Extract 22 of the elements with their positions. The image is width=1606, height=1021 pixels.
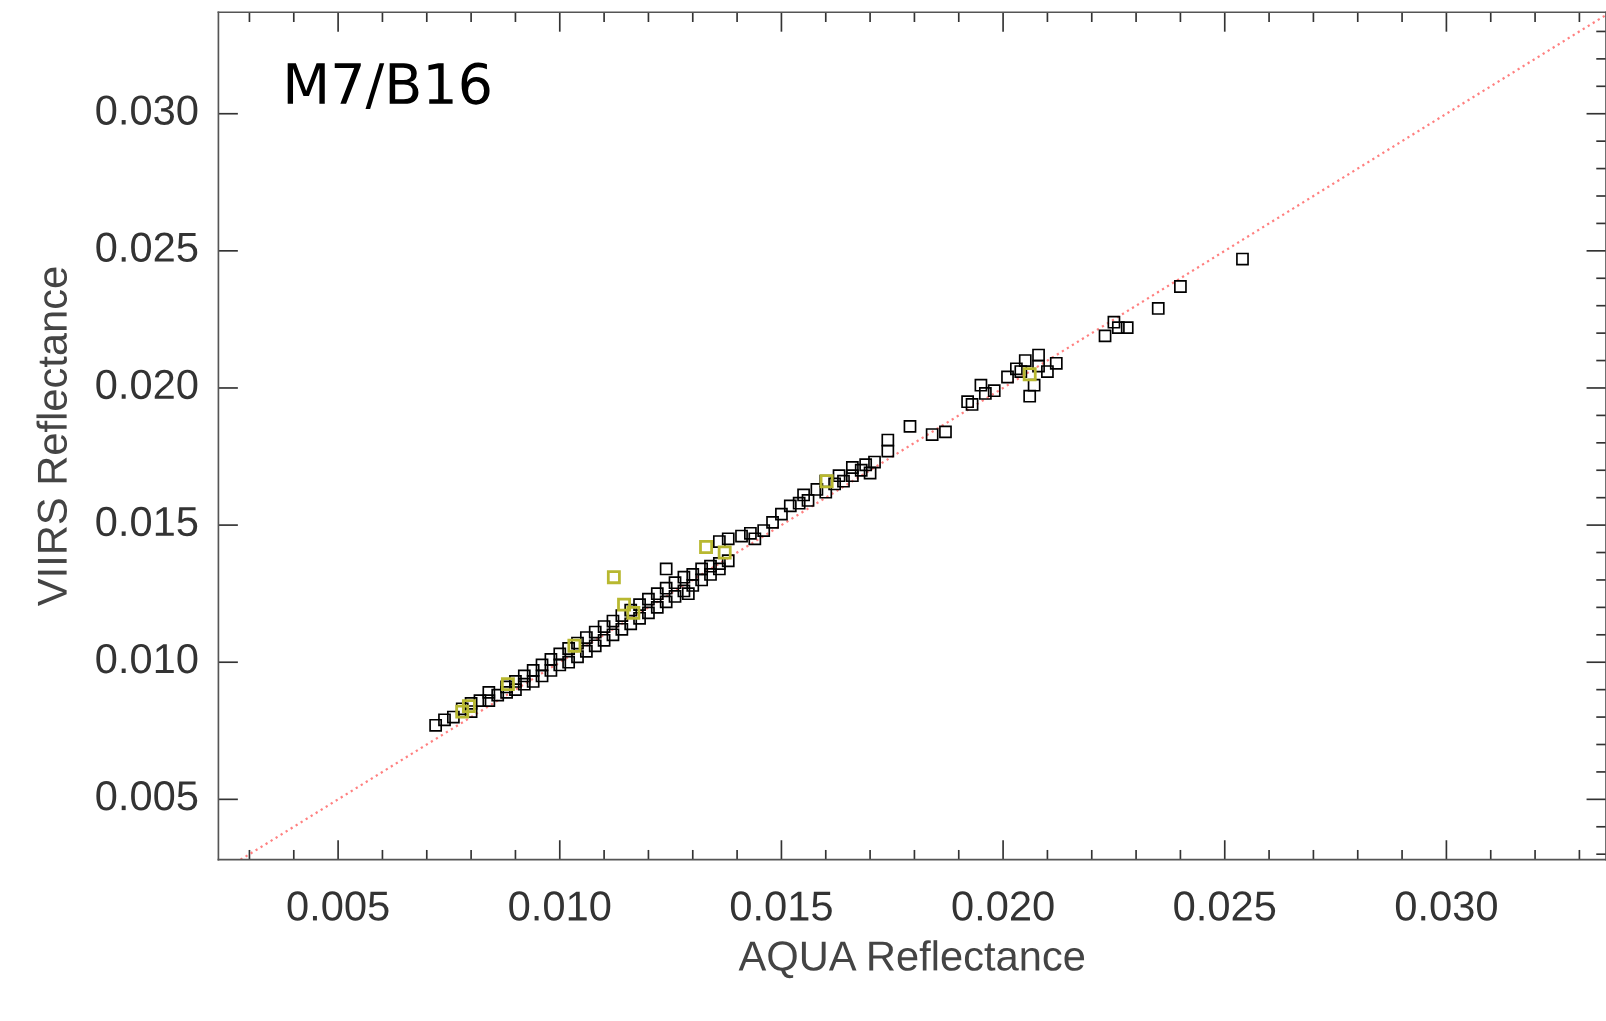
y-tick-label: 0.025 xyxy=(96,232,198,263)
point xyxy=(1022,367,1037,382)
x-tick-label: 0.030 xyxy=(1395,891,1497,921)
x-tick-label: 0.020 xyxy=(952,891,1054,921)
annotation: M7/B16 xyxy=(287,62,490,110)
point xyxy=(717,545,732,560)
x-tick-label: 0.015 xyxy=(730,891,832,921)
point xyxy=(699,540,714,554)
x-axis-title: AQUA Reflectance xyxy=(738,940,1085,979)
x-tick-label: 0.025 xyxy=(1174,891,1276,921)
point xyxy=(567,638,582,653)
y-tick-label: 0.005 xyxy=(96,781,198,811)
x-tick-label: 0.010 xyxy=(509,891,611,921)
x-tick-label: 0.005 xyxy=(287,891,389,921)
point xyxy=(461,699,476,714)
y-tick-label: 0.020 xyxy=(96,369,198,400)
point xyxy=(606,570,621,585)
y-tick-label: 0.030 xyxy=(96,95,198,125)
y-tick-label: 0.010 xyxy=(96,643,198,674)
y-tick-label: 0.015 xyxy=(96,506,198,537)
point xyxy=(617,597,631,612)
y-axis-title: VIIRS Reflectance xyxy=(36,267,68,606)
